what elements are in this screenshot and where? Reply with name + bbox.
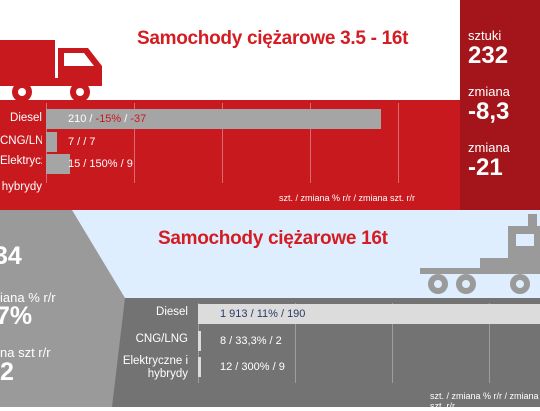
top-label-diesel: Diesel [10,112,42,124]
bottom-label-cng: CNG/LNG [135,333,188,345]
bottom-bar-electric-label: 12 / 300% / 9 [220,361,285,373]
top-change-pct-label: zmiana [468,84,510,99]
bottom-label-diesel: Diesel [156,306,188,318]
truck-icon [0,40,102,102]
bottom-bar-diesel-label: 1 913 / 11% / 190 [220,308,306,320]
top-bar-electric-label: 15 / 150% / 9 [68,158,133,170]
top-bar-diesel-label: 210 / -15% / -37 [68,113,147,125]
top-stats-panel [460,0,540,210]
top-label-cng: CNG/LNG [0,135,42,147]
top-change-pct-value: -8,3 [468,98,510,125]
bottom-legend: szt. / zmiana % r/r / zmiana szt. r/r [430,391,539,411]
top-bar-cng [46,132,57,152]
top-bar-electric [46,154,70,174]
bottom-change-pct-label: iana % r/r [0,290,56,305]
gridline [310,103,311,183]
bottom-change-pct-value: 7% [0,302,33,330]
bottom-bar-cng-label: 8 / 33,3% / 2 [220,335,282,347]
gridline [398,103,399,183]
gridline [134,103,135,183]
bottom-stats-panel [0,210,125,407]
bottom-label-electric: Elektryczne i hybrydy [122,355,188,380]
top-change-units-label: zmiana [468,140,510,155]
bottom-bar-cng [198,331,201,351]
tractor-unit-icon [420,214,540,294]
gridline [489,303,490,383]
bottom-units-value: 34 [0,242,22,270]
gridline [222,103,223,183]
top-change-units-value: -21 [468,154,503,181]
bottom-title: Samochody ciężarowe 16t [158,228,388,249]
gridline [392,303,393,383]
bottom-bar-electric [198,357,201,377]
top-units-value: 232 [468,42,509,69]
top-bar-cng-label: 7 / / 7 [68,136,96,148]
bottom-change-units-label: na szt r/r [0,345,51,360]
top-units-label: sztuki [468,28,502,43]
bottom-change-units-value: 2 [0,358,14,386]
bottom-bar-diesel [198,304,540,324]
top-bar-diesel [46,109,381,129]
top-label-electric: Elektryczne i hybrydy [0,155,42,193]
top-title: Samochody ciężarowe 3.5 - 16t [137,28,409,49]
gridline [295,303,296,383]
top-legend: szt. / zmiana % r/r / zmiana szt. r/r [279,193,416,203]
